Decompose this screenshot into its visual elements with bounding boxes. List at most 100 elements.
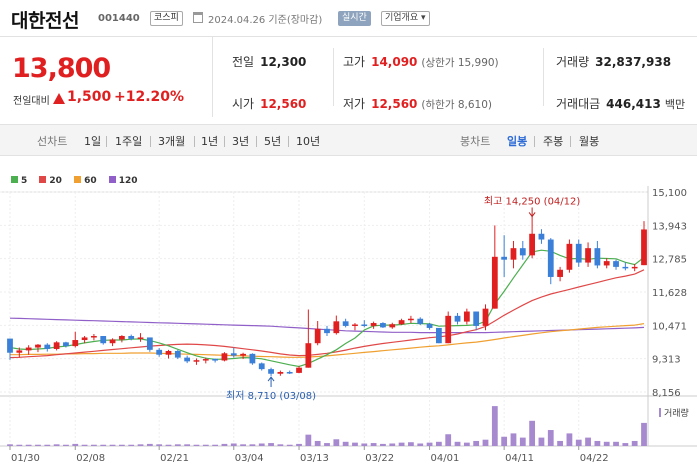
legend-swatch xyxy=(11,176,18,183)
candle-body xyxy=(35,344,41,348)
volume-bar xyxy=(268,443,274,446)
candle-body xyxy=(622,266,629,269)
change-label: 전일대비 xyxy=(13,96,50,107)
candle-body xyxy=(193,360,200,362)
y-tick-label: 11,628 xyxy=(652,288,687,299)
stat-volume: 거래량 32,837,938 xyxy=(556,53,671,70)
y-tick-label: 8,156 xyxy=(652,388,681,399)
amount-unit: 백만 xyxy=(664,98,686,111)
candle-body xyxy=(296,367,302,373)
candle-body xyxy=(585,248,591,263)
ma-legend: 5 20 60 120 xyxy=(11,176,147,186)
candle-body xyxy=(380,323,386,328)
volume-bar xyxy=(333,439,340,446)
volume-bar xyxy=(305,434,312,446)
volume-bar xyxy=(631,440,638,446)
volume-bar xyxy=(585,437,591,446)
volume-bar xyxy=(212,444,219,446)
volume-bar xyxy=(184,444,191,446)
tab-candle-monthly[interactable]: 월봉 xyxy=(579,135,600,148)
stat-label: 고가 xyxy=(343,55,366,69)
tab-period-1y[interactable]: 1년 xyxy=(201,135,219,148)
tab-candle-weekly[interactable]: 주봉 xyxy=(543,135,564,148)
tab-candle-daily[interactable]: 일봉 xyxy=(507,135,528,148)
candle-body xyxy=(91,336,97,338)
market-badge: 코스피 xyxy=(150,11,183,26)
calendar-icon xyxy=(193,12,203,23)
tab-period-10y[interactable]: 10년 xyxy=(296,135,321,148)
candle-body xyxy=(249,353,256,364)
stat-value: 12,300 xyxy=(260,55,307,69)
legend-swatch xyxy=(108,176,116,183)
stock-code: 001440 xyxy=(98,13,140,24)
volume-bar xyxy=(202,444,209,446)
volume-label: 거래량 xyxy=(664,407,689,419)
candle-body xyxy=(510,248,517,260)
stock-name: 대한전선 xyxy=(11,10,79,32)
min-annotation: 최저 8,710 (03/08) xyxy=(226,390,316,402)
tab-period-1d[interactable]: 1일 xyxy=(84,135,102,148)
volume-legend-swatch xyxy=(659,408,661,417)
volume-bar xyxy=(44,444,51,446)
candle-body xyxy=(370,323,377,326)
y-tick-label: 13,943 xyxy=(652,221,687,232)
x-tick-label: 03/04 xyxy=(235,453,264,464)
candle-body xyxy=(454,315,461,322)
volume-bar xyxy=(603,441,610,446)
volume-bar xyxy=(7,444,13,446)
candle-body xyxy=(529,233,536,256)
volume-bar xyxy=(35,444,41,446)
volume-bar xyxy=(454,441,461,446)
candle-body xyxy=(240,353,246,356)
candle-body xyxy=(314,328,321,344)
divider xyxy=(194,136,195,147)
x-tick-label: 04/11 xyxy=(505,453,534,464)
volume-bar xyxy=(118,444,125,446)
series-line-ma20 xyxy=(9,269,645,359)
candle-body xyxy=(81,337,88,341)
volume-bar xyxy=(286,444,293,446)
legend-item-ma20: 20 xyxy=(39,176,62,186)
realtime-button[interactable]: 실시간 xyxy=(338,11,371,26)
volume-bar xyxy=(81,444,88,446)
legend-item-ma5: 5 xyxy=(11,176,27,186)
tab-period-1w[interactable]: 1주일 xyxy=(115,135,143,148)
candle-body xyxy=(174,350,181,358)
candle-body xyxy=(603,261,610,266)
stat-high: 고가 14,090 (상한가 15,990) xyxy=(343,53,499,70)
tab-period-3m[interactable]: 3개월 xyxy=(158,135,186,148)
candle-body xyxy=(221,353,228,361)
volume-bar xyxy=(53,444,60,446)
volume-bar xyxy=(482,439,489,446)
candle-body xyxy=(613,261,619,267)
volume-bar xyxy=(501,436,508,446)
tab-period-3y[interactable]: 3년 xyxy=(232,135,250,148)
volume-bar xyxy=(193,444,200,446)
volume-bar xyxy=(445,434,452,446)
candle-body xyxy=(286,372,293,374)
volume-bar xyxy=(613,441,619,446)
candle-body xyxy=(146,337,153,350)
volume-bar xyxy=(408,442,414,446)
volume-bar xyxy=(296,443,302,446)
candle-body xyxy=(389,324,396,328)
current-price-box: 13,800 전일대비 1,500 +12.20% xyxy=(0,37,213,117)
candle-body xyxy=(100,336,107,344)
candle-body xyxy=(184,357,191,362)
candle-body xyxy=(25,347,32,351)
legend-label: 120 xyxy=(118,176,138,186)
candle-body xyxy=(482,308,489,326)
candle-body xyxy=(566,243,573,270)
volume-bar xyxy=(63,444,69,446)
candle-body xyxy=(53,342,60,349)
volume-bar xyxy=(473,440,480,446)
candle-body xyxy=(417,318,424,324)
divider xyxy=(534,136,535,147)
company-info-dropdown[interactable]: 기업개요 ▾ xyxy=(381,11,430,26)
tab-period-5y[interactable]: 5년 xyxy=(264,135,282,148)
candle-body xyxy=(230,353,237,356)
x-tick-label: 04/01 xyxy=(431,453,460,464)
candle-chart-label: 봉차트 xyxy=(460,135,491,148)
volume-bar xyxy=(221,443,228,446)
